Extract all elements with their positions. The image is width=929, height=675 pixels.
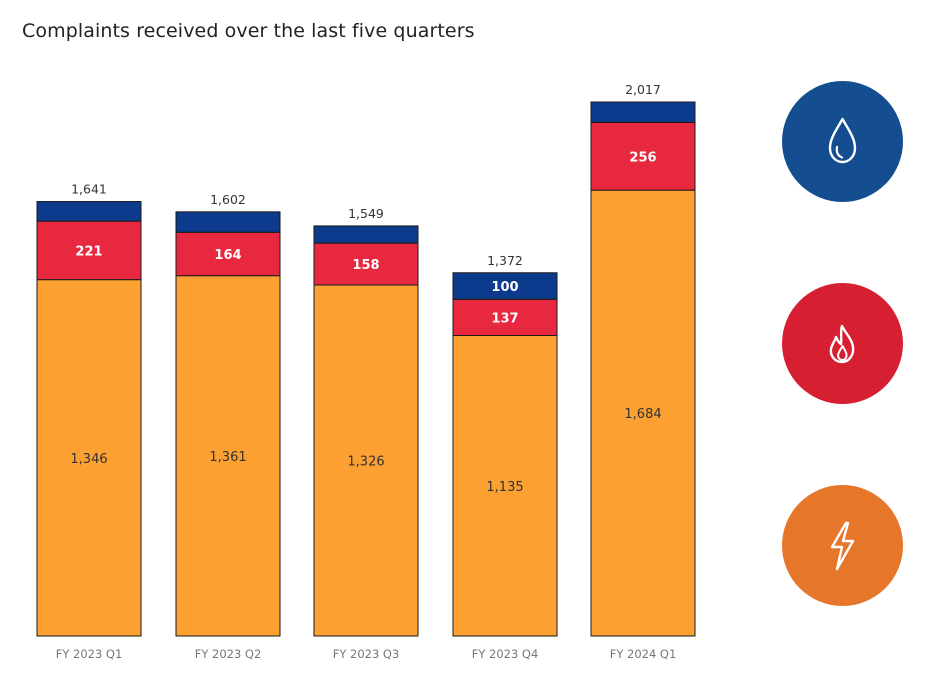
water-icon-circle xyxy=(782,81,903,202)
bar-segment xyxy=(175,211,281,233)
segment-value-label: 221 xyxy=(75,244,102,259)
segment-value-label: 158 xyxy=(352,258,379,273)
segment-value-label: 256 xyxy=(629,150,656,165)
x-tick-label: FY 2023 Q1 xyxy=(56,647,123,661)
chart-title: Complaints received over the last five q… xyxy=(22,20,475,42)
x-tick-label: FY 2023 Q3 xyxy=(333,647,400,661)
bar-segment xyxy=(452,335,558,637)
bar-segment xyxy=(590,121,696,191)
bar-segment xyxy=(313,284,419,637)
gas-flame-icon xyxy=(782,283,903,404)
gas-icon-circle xyxy=(782,283,903,404)
bar-segment xyxy=(452,272,558,300)
segment-value-label: 100 xyxy=(491,280,518,295)
segment-value-label: 164 xyxy=(214,248,241,263)
segment-value-label: 1,684 xyxy=(624,407,661,422)
electric-icon-circle xyxy=(782,485,903,606)
x-tick-label: FY 2024 Q1 xyxy=(610,647,677,661)
bar-segment xyxy=(590,101,696,123)
segment-value-label: 1,135 xyxy=(486,480,523,495)
bar-segment xyxy=(590,189,696,637)
bar-total-label: 1,372 xyxy=(487,253,523,268)
bar-segment xyxy=(175,275,281,637)
segment-value-label: 137 xyxy=(491,311,518,326)
bar-segment xyxy=(36,220,142,281)
bar-total-label: 1,549 xyxy=(348,206,384,221)
bar-total-label: 2,017 xyxy=(625,82,661,97)
electricity-bolt-icon xyxy=(782,485,903,606)
bar-total-label: 1,602 xyxy=(210,192,246,207)
water-drop-icon xyxy=(782,81,903,202)
x-tick-label: FY 2023 Q2 xyxy=(195,647,262,661)
x-tick-label: FY 2023 Q4 xyxy=(472,647,539,661)
bar-segment xyxy=(36,279,142,637)
bar-total-label: 1,641 xyxy=(71,182,107,197)
bar-segment xyxy=(175,231,281,277)
bar-segment xyxy=(313,242,419,286)
segment-value-label: 1,361 xyxy=(209,450,246,465)
bar-segment xyxy=(36,201,142,222)
segment-value-label: 1,326 xyxy=(347,454,384,469)
bar-segment xyxy=(313,225,419,244)
segment-value-label: 1,346 xyxy=(70,452,107,467)
bar-segment xyxy=(452,298,558,337)
